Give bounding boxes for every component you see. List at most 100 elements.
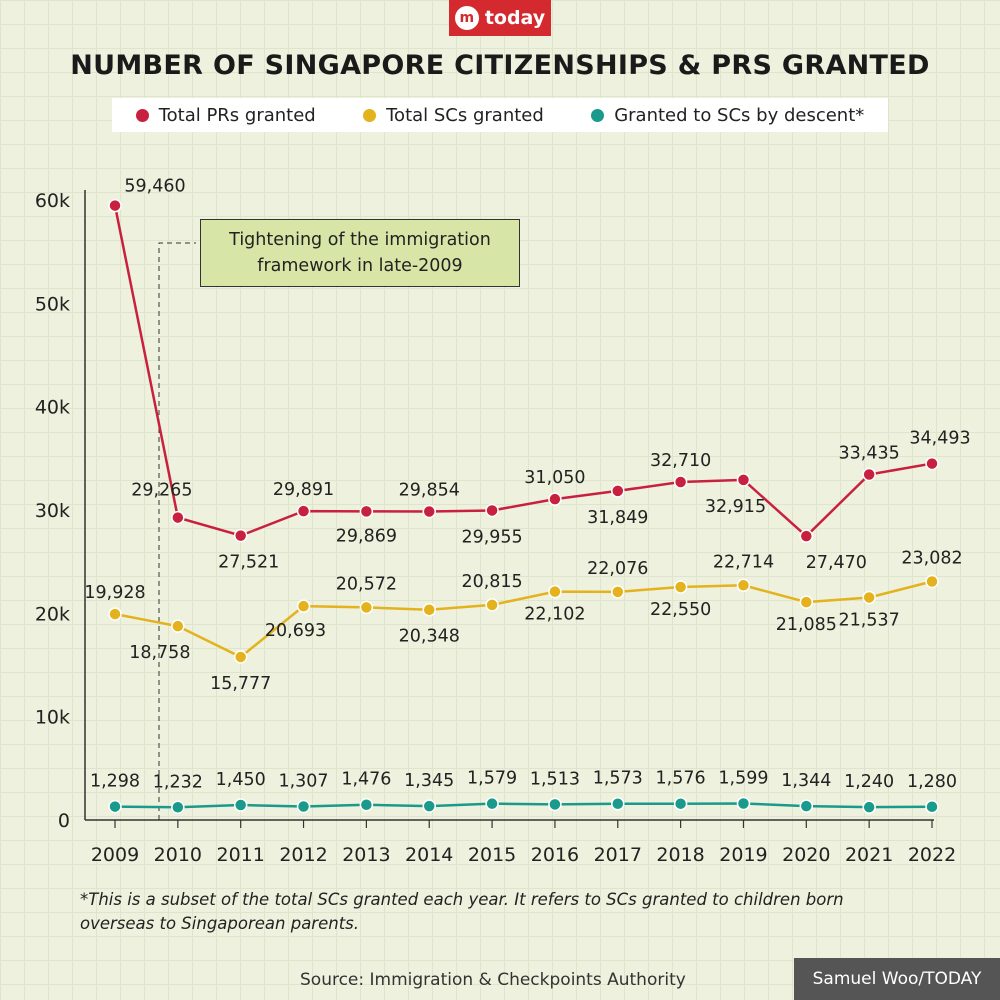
data-point <box>799 799 814 813</box>
data-label: 1,450 <box>216 770 266 790</box>
data-point <box>799 529 814 543</box>
data-point <box>925 574 939 589</box>
data-point <box>485 503 499 518</box>
data-label: 29,955 <box>461 527 522 547</box>
data-label: 27,521 <box>218 553 279 573</box>
y-tick-label: 30k <box>35 500 70 522</box>
data-point <box>862 467 876 482</box>
data-label: 34,493 <box>909 429 970 449</box>
data-label: 22,102 <box>524 605 585 625</box>
data-point <box>925 456 939 471</box>
data-label: 29,854 <box>399 481 460 501</box>
data-label: 15,777 <box>210 674 271 694</box>
data-point <box>548 797 562 812</box>
data-label: 22,076 <box>587 559 648 579</box>
legend-item-descent: Granted to SCs by descent* <box>591 105 864 126</box>
data-point <box>485 796 499 811</box>
x-tick-label: 2009 <box>91 844 139 866</box>
x-tick-label: 2020 <box>782 844 830 866</box>
data-label: 31,849 <box>587 508 648 528</box>
data-point <box>548 492 562 506</box>
x-tick-label: 2010 <box>154 844 202 866</box>
legend-item-scs: Total SCs granted <box>363 105 544 126</box>
data-point <box>359 797 374 812</box>
legend-label: Total SCs granted <box>386 104 544 126</box>
annotation-dashed-line <box>158 242 196 820</box>
legend-dot-icon <box>363 108 377 122</box>
x-tick-label: 2018 <box>656 844 704 866</box>
data-label: 21,537 <box>839 610 900 630</box>
data-label: 29,265 <box>131 481 192 501</box>
legend: Total PRs granted Total SCs granted Gran… <box>112 98 888 132</box>
data-point <box>108 607 122 621</box>
data-label: 1,476 <box>341 770 391 790</box>
x-tick-label: 2014 <box>405 844 453 866</box>
y-tick-label: 0 <box>58 810 70 832</box>
data-point <box>611 585 625 599</box>
data-point <box>736 473 751 487</box>
data-label: 1,280 <box>907 772 957 792</box>
data-label: 1,579 <box>467 769 517 789</box>
data-label: 1,513 <box>530 769 580 789</box>
data-label: 20,572 <box>336 574 397 594</box>
x-tick-label: 2017 <box>594 844 642 866</box>
data-label: 22,714 <box>713 552 774 572</box>
data-label: 1,576 <box>656 769 706 789</box>
data-label: 22,550 <box>650 600 711 620</box>
data-label: 59,460 <box>124 177 185 197</box>
data-point <box>296 504 311 518</box>
data-label: 1,599 <box>718 768 768 788</box>
credit: Samuel Woo/TODAY <box>794 958 1000 1000</box>
legend-label: Granted to SCs by descent* <box>614 104 865 126</box>
data-label: 1,240 <box>844 772 894 792</box>
data-point <box>799 595 814 609</box>
x-tick-label: 2016 <box>531 844 579 866</box>
data-label: 1,298 <box>90 772 140 792</box>
data-label: 23,082 <box>901 548 962 568</box>
data-point <box>171 619 185 633</box>
logo-text: today <box>484 7 546 29</box>
data-label: 1,344 <box>781 771 831 791</box>
annotation-box: Tightening of the immigration framework … <box>200 219 520 287</box>
x-tick-label: 2013 <box>342 844 390 866</box>
logo-mark: m <box>454 6 479 30</box>
data-point <box>862 590 876 605</box>
data-point <box>359 504 374 519</box>
data-point <box>422 602 436 617</box>
data-point <box>359 600 374 615</box>
x-tick-label: 2022 <box>908 844 956 866</box>
data-point <box>233 528 248 543</box>
x-tick-label: 2021 <box>845 844 893 866</box>
data-label: 29,891 <box>273 480 334 500</box>
y-tick-label: 20k <box>35 603 70 625</box>
data-label: 32,915 <box>705 497 766 517</box>
data-point <box>673 475 688 489</box>
x-tick-label: 2012 <box>279 844 327 866</box>
x-tick-label: 2011 <box>217 844 265 866</box>
data-point <box>673 796 688 811</box>
chart-title: NUMBER OF SINGAPORE CITIZENSHIPS & PRS G… <box>70 50 930 81</box>
data-point <box>171 510 185 525</box>
data-label: 32,710 <box>650 451 711 471</box>
series-line-1 <box>114 580 933 659</box>
legend-dot-icon <box>135 108 149 122</box>
data-point <box>485 598 499 612</box>
x-tick-label: 2019 <box>719 844 767 866</box>
data-label: 1,307 <box>278 771 328 791</box>
data-point <box>233 650 248 664</box>
data-point <box>108 799 122 814</box>
data-label: 1,573 <box>593 769 643 789</box>
data-label: 20,815 <box>461 572 522 592</box>
data-point <box>171 800 185 815</box>
x-tick-label: 2015 <box>468 844 516 866</box>
legend-label: Total PRs granted <box>158 104 316 126</box>
y-tick-label: 60k <box>35 190 70 212</box>
data-point <box>108 198 122 213</box>
data-label: 1,232 <box>153 772 203 792</box>
data-point <box>673 580 688 594</box>
data-point <box>422 799 436 813</box>
y-tick-label: 40k <box>35 397 70 419</box>
data-label: 33,435 <box>839 444 900 464</box>
data-label: 21,085 <box>776 615 837 635</box>
